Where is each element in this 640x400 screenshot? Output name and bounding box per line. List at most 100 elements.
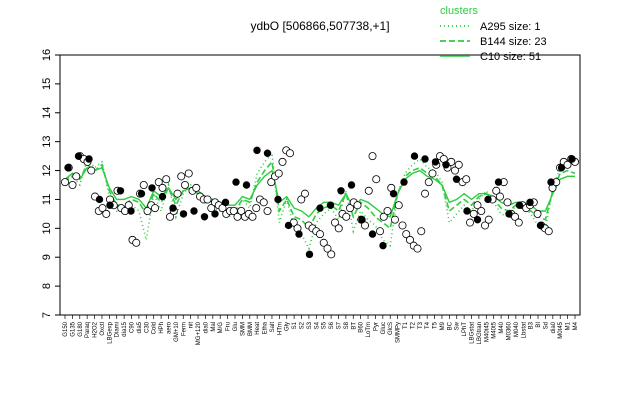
data-point: [98, 204, 107, 213]
data-point: [150, 204, 159, 213]
data-point: [398, 221, 407, 230]
data-point: [72, 172, 81, 181]
data-point-filled: [389, 189, 398, 198]
data-point-filled: [547, 178, 555, 186]
x-tick-label: LBGtran: [477, 322, 483, 344]
x-tick-label: M1: [566, 321, 572, 330]
x-tick-label: dia15: [122, 321, 128, 336]
data-point: [323, 244, 332, 253]
data-point: [533, 209, 542, 218]
data-point: [278, 157, 287, 166]
data-point: [480, 221, 489, 230]
x-tick-label: B60: [359, 321, 365, 332]
data-point: [154, 178, 163, 187]
data-point: [327, 250, 336, 259]
data-point-filled: [316, 204, 324, 212]
data-point-filled: [326, 201, 335, 209]
plot-area: [59, 54, 581, 316]
x-tick-label: LBGstat: [470, 322, 476, 344]
data-point: [203, 195, 212, 204]
x-tick-label: dia0: [203, 321, 209, 333]
data-point: [477, 206, 486, 215]
data-point: [68, 180, 77, 189]
data-point-filled: [305, 250, 314, 259]
data-point-filled: [515, 201, 524, 209]
y-tick-label: 11: [41, 194, 53, 205]
x-tick-label: LPhT: [462, 322, 468, 337]
legend-entry: B144 size: 23: [480, 36, 547, 48]
x-tick-label: Salt: [270, 322, 276, 333]
x-tick-label: T5: [433, 321, 439, 329]
x-tick-label: S4: [314, 321, 320, 329]
data-point: [300, 189, 309, 198]
x-tick-label: BMM: [248, 322, 254, 336]
data-point: [139, 180, 148, 189]
data-point: [267, 178, 276, 187]
data-point: [237, 206, 246, 215]
data-point-filled: [169, 204, 177, 212]
series-line-A295: [64, 151, 576, 251]
x-tick-label: BT: [351, 322, 357, 330]
data-point: [372, 175, 381, 184]
data-point-filled: [473, 215, 482, 224]
data-point-filled: [337, 187, 345, 195]
data-point-filled: [263, 149, 272, 157]
legend-entry: A295 size: 1: [480, 21, 541, 33]
legend-title: clusters: [440, 5, 478, 17]
x-tick-label: M9: [440, 321, 446, 330]
data-point-filled: [410, 152, 419, 160]
data-point-filled: [557, 163, 566, 172]
x-tick-label: M/G: [218, 322, 224, 334]
x-tick-label: Gluc: [381, 322, 387, 334]
x-tick-label: Ferm: [181, 322, 187, 336]
data-point: [285, 149, 294, 158]
data-point: [263, 206, 272, 215]
data-point: [368, 152, 377, 161]
data-point-filled: [452, 175, 461, 183]
data-point-filled: [127, 207, 135, 215]
data-point: [510, 212, 519, 221]
y-tick-label: 12: [41, 164, 53, 176]
data-point-filled: [137, 189, 146, 198]
x-tick-label: S1: [292, 321, 298, 329]
data-point: [218, 204, 227, 213]
x-tick-label: G150: [63, 321, 69, 336]
data-point-filled: [158, 192, 167, 201]
x-tick-label: T1: [403, 321, 409, 329]
data-point-filled: [253, 146, 261, 155]
legend-entry: C10 size: 51: [480, 51, 541, 63]
data-point: [383, 206, 392, 215]
x-axis: G150 G135 G180 Paraq H2O2 Oxctl LBGexp Diami dia…: [63, 315, 579, 345]
data-point-filled: [379, 241, 387, 250]
data-point: [334, 224, 343, 233]
x-tick-label: C30: [144, 321, 150, 333]
data-point-filled: [179, 210, 188, 218]
data-point-filled: [200, 213, 209, 221]
x-tick-label: SMM: [240, 322, 246, 336]
data-point: [405, 235, 414, 244]
data-point-filled: [526, 198, 534, 207]
x-tick-label: M040: [514, 321, 520, 337]
data-point-filled: [284, 221, 293, 230]
x-tick-label: nit: [189, 322, 195, 329]
x-tick-label: S2: [300, 321, 306, 329]
y-tick-label: 7: [41, 312, 53, 318]
x-tick-label: Pyr: [373, 322, 379, 331]
x-tick-label: M40t45: [484, 321, 490, 342]
data-point: [462, 175, 471, 184]
x-tick-label: Heat: [255, 322, 261, 335]
data-point: [402, 230, 411, 239]
x-tick-label: BI: [536, 322, 542, 328]
data-point: [394, 201, 403, 210]
data-point-filled: [400, 178, 408, 186]
x-tick-label: S6: [329, 321, 335, 329]
x-tick-label: T3: [418, 321, 424, 329]
y-tick-label: 8: [41, 283, 53, 289]
data-point: [61, 178, 70, 187]
data-point: [143, 206, 152, 215]
x-tick-label: Oxctl: [100, 322, 106, 336]
x-tick-label: HPh: [159, 322, 165, 334]
x-tick-label: BC: [447, 321, 453, 330]
data-point: [353, 201, 362, 210]
